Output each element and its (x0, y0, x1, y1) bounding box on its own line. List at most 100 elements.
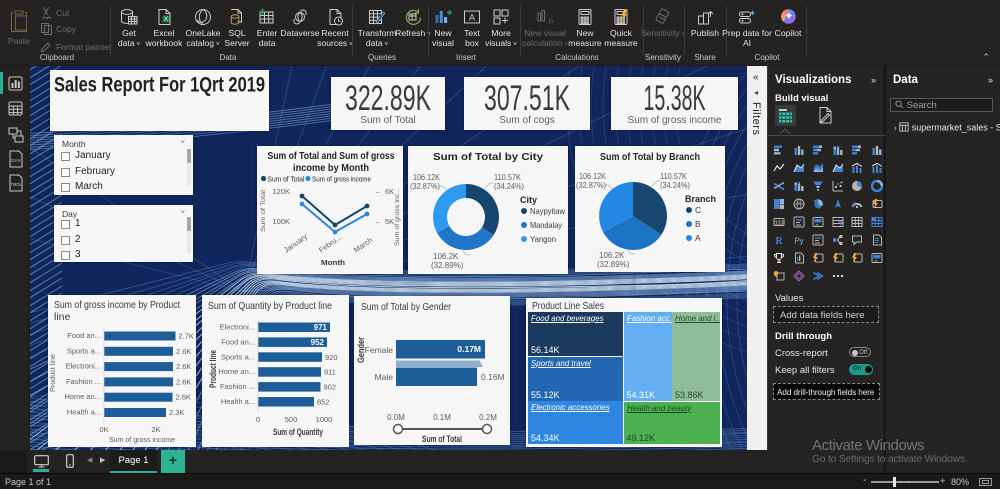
svg-text:Gender: Gender (356, 337, 366, 363)
svg-text:2.7K: 2.7K (179, 332, 194, 341)
svg-text:March: March (352, 235, 374, 254)
svg-text:–: – (376, 220, 380, 226)
svg-text:Electroni...: Electroni... (66, 362, 101, 371)
svg-text:2K: 2K (151, 425, 160, 434)
svg-text:Py: Py (794, 237, 803, 246)
svg-text:952: 952 (311, 338, 325, 347)
svg-text:(34.24%): (34.24%) (660, 181, 690, 190)
svg-text:Sports a...: Sports a... (67, 346, 101, 355)
svg-text:Sum of Total by Branch: Sum of Total by Branch (600, 151, 700, 163)
svg-text:322.89K: 322.89K (345, 79, 431, 118)
svg-text:–: – (376, 190, 380, 196)
svg-text:Sum of Total and Sum of gross: Sum of Total and Sum of gross (268, 151, 395, 162)
svg-text:Sales Report For 1Qrt 2019: Sales Report For 1Qrt 2019 (54, 74, 265, 97)
svg-text:DAX: DAX (11, 158, 20, 163)
svg-text:(32.87%): (32.87%) (410, 182, 440, 191)
svg-text:(32.89%): (32.89%) (431, 261, 464, 270)
svg-text:fx: fx (549, 17, 555, 25)
svg-text:0.2M: 0.2M (479, 413, 497, 422)
svg-text:Sum of cogs: Sum of cogs (499, 115, 555, 126)
svg-text:R: R (775, 236, 783, 246)
svg-text:120K: 120K (272, 187, 290, 196)
svg-text:920: 920 (325, 353, 338, 362)
svg-text:Home an...: Home an... (218, 367, 255, 376)
svg-text:2.6K: 2.6K (176, 377, 191, 386)
svg-text:Branch: Branch (685, 194, 716, 204)
svg-text:Sum of gross income: Sum of gross income (628, 115, 722, 126)
svg-text:2.3K: 2.3K (169, 408, 184, 417)
svg-text:City: City (520, 195, 537, 205)
svg-text:Product line: Product line (50, 354, 57, 392)
svg-text:Sum of gross income: Sum of gross income (312, 175, 371, 184)
svg-text:911: 911 (324, 368, 336, 377)
svg-text:Sum of Total: Sum of Total (422, 434, 462, 444)
svg-text:Female: Female (365, 345, 394, 355)
svg-text:Fashion ...: Fashion ... (220, 382, 255, 391)
svg-text:1000: 1000 (316, 415, 333, 424)
svg-text:January: January (282, 232, 309, 255)
svg-text:C: C (695, 205, 701, 215)
svg-text:A: A (469, 13, 475, 23)
svg-text:307.51K: 307.51K (484, 79, 570, 118)
svg-text:110.57K: 110.57K (660, 172, 688, 181)
svg-text:Sum of Total by Gender: Sum of Total by Gender (361, 301, 451, 313)
svg-text:106.12K: 106.12K (579, 172, 607, 181)
svg-text:Product line: Product line (208, 350, 218, 388)
svg-text:106.2K: 106.2K (433, 252, 459, 261)
svg-text:2.6K: 2.6K (176, 347, 191, 356)
svg-text:106.12K: 106.12K (413, 173, 441, 182)
svg-text:income by Month: income by Month (293, 163, 369, 174)
svg-text:(32.89%): (32.89%) (597, 260, 630, 269)
svg-text:0.0M: 0.0M (387, 413, 405, 422)
svg-text:Sum of gross income: Sum of gross income (109, 435, 175, 444)
svg-text:Food an...: Food an... (221, 337, 255, 346)
svg-text:Electroni...: Electroni... (220, 323, 255, 332)
svg-text:Sum of Total: Sum of Total (360, 115, 415, 126)
svg-text:0.1M: 0.1M (433, 413, 451, 422)
svg-text:110.57K: 110.57K (494, 173, 522, 182)
svg-text:500: 500 (285, 415, 298, 424)
svg-text:Sum of Total: Sum of Total (260, 189, 267, 232)
svg-text:X: X (164, 16, 169, 23)
svg-text:2.6K: 2.6K (176, 393, 191, 402)
svg-text:0: 0 (256, 415, 260, 424)
svg-text:902: 902 (324, 383, 337, 392)
svg-text:Product Line Sales: Product Line Sales (532, 300, 604, 312)
svg-text:5K: 5K (385, 217, 394, 226)
svg-text:Sum of Quantity by Product lin: Sum of Quantity by Product line (208, 300, 332, 312)
svg-text:Health a...: Health a... (221, 397, 255, 406)
svg-text:line: line (54, 311, 71, 323)
svg-text:123: 123 (775, 221, 784, 227)
svg-text:852: 852 (317, 398, 330, 407)
svg-text:A: A (695, 233, 701, 243)
svg-text:Yangon: Yangon (530, 234, 556, 244)
svg-text:Sum of Total: Sum of Total (268, 175, 305, 184)
svg-text:Sum of gross inc...: Sum of gross inc... (394, 188, 401, 246)
svg-text:0K: 0K (99, 425, 108, 434)
svg-text:Naypyitaw: Naypyitaw (530, 206, 566, 216)
svg-text:(32.87%): (32.87%) (576, 181, 606, 190)
svg-text:2.6K: 2.6K (176, 362, 191, 371)
svg-text:15.38K: 15.38K (644, 79, 706, 118)
svg-text:Fashion ...: Fashion ... (66, 377, 101, 386)
svg-text:Sum of Total by City: Sum of Total by City (433, 151, 543, 163)
svg-text:B: B (695, 219, 701, 229)
svg-text:Male: Male (375, 372, 394, 382)
svg-text:Febru...: Febru... (317, 232, 343, 254)
svg-text:0.17M: 0.17M (457, 344, 481, 354)
svg-text:Sports a...: Sports a... (221, 352, 255, 361)
svg-text:0.16M: 0.16M (481, 372, 505, 382)
svg-text:Mandalay: Mandalay (530, 220, 563, 230)
svg-text:6K: 6K (385, 187, 394, 196)
svg-text:Home an...: Home an... (64, 392, 101, 401)
svg-text:Health a...: Health a... (67, 408, 101, 417)
svg-text:Food an...: Food an... (67, 331, 101, 340)
svg-text:(34.24%): (34.24%) (494, 182, 524, 191)
svg-text:971: 971 (314, 323, 328, 332)
svg-text:TMDL: TMDL (10, 182, 22, 187)
svg-text:Sum of Quantity: Sum of Quantity (273, 427, 323, 437)
svg-text:Month: Month (321, 260, 345, 267)
svg-text:100K: 100K (272, 217, 290, 226)
svg-text:106.2K: 106.2K (599, 251, 625, 260)
svg-text:Sum of gross income by Product: Sum of gross income by Product (54, 299, 180, 311)
